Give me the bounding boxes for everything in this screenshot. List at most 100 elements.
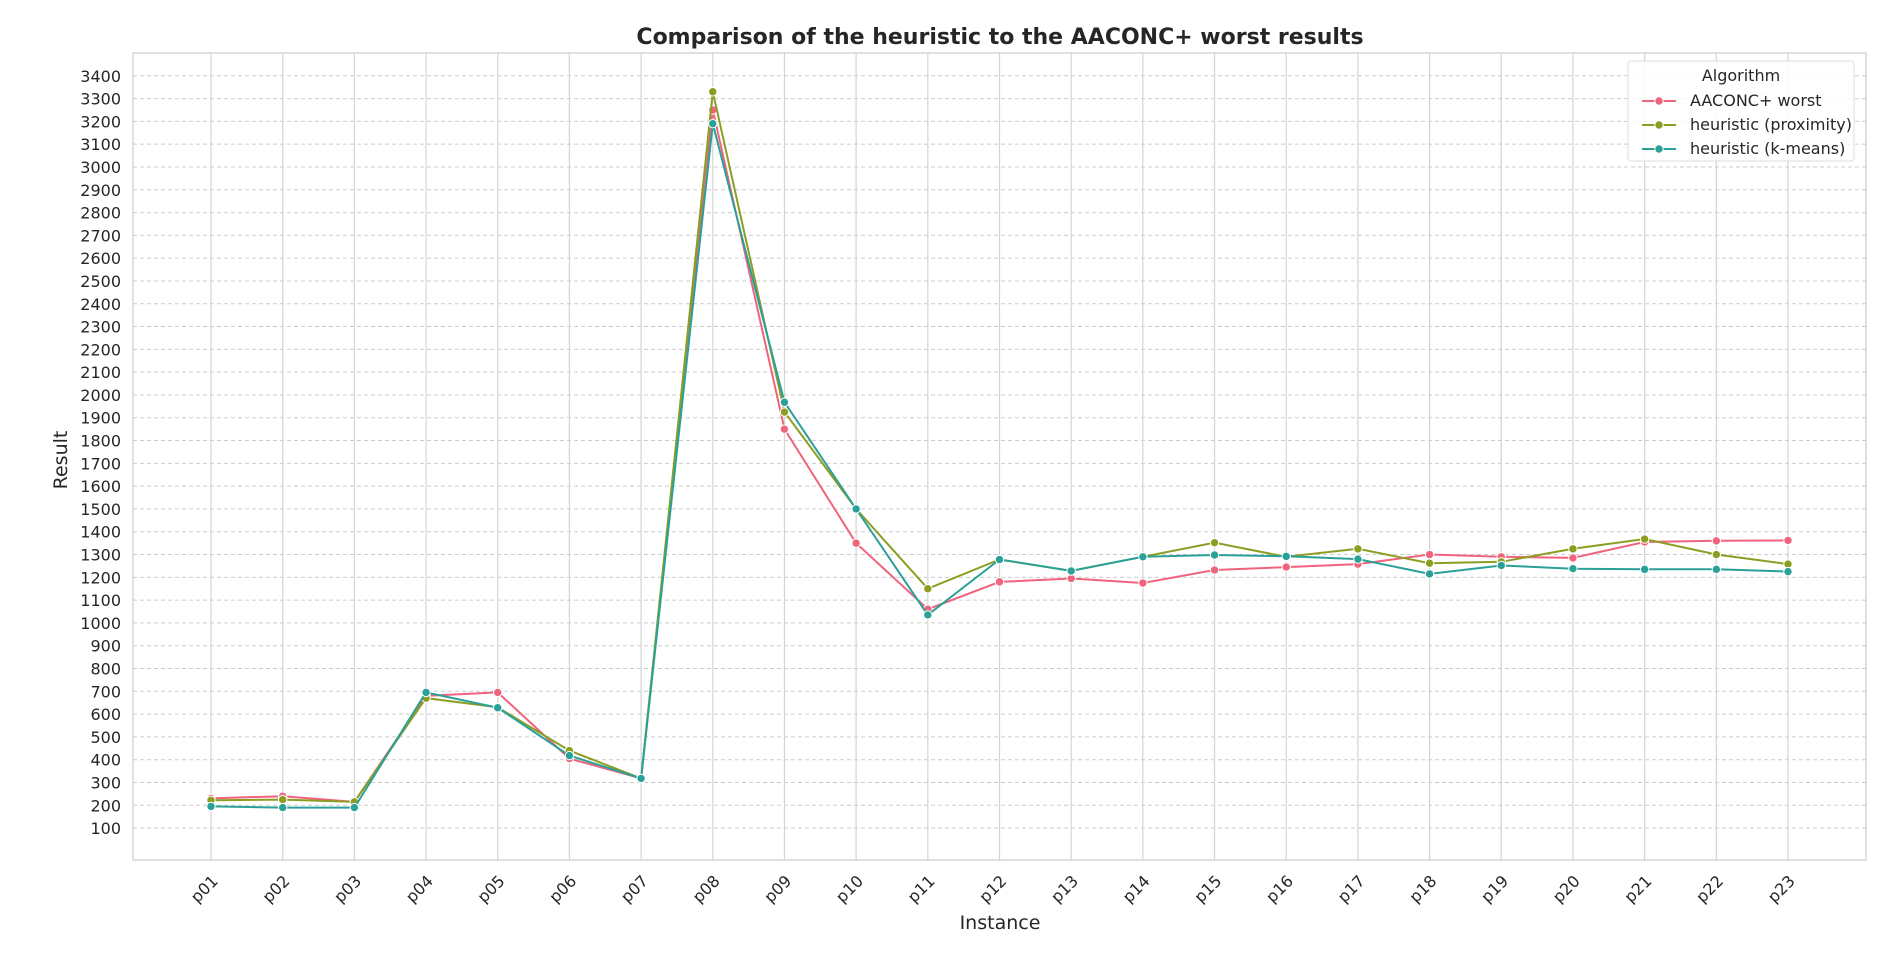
y-tick-label: 1200 [80,568,121,587]
y-tick-label: 1500 [80,500,121,519]
plot-frame [132,52,1867,861]
data-point [349,802,360,813]
y-tick-label: 2000 [80,386,121,405]
y-tick-label: 1900 [80,409,121,428]
data-point [779,424,790,434]
y-tick-label: 3000 [80,158,121,177]
data-point [493,703,503,713]
x-tick-label: p06 [545,871,580,906]
data-point [779,407,790,417]
x-tick-label: p03 [330,871,365,906]
y-tick-label: 2600 [80,249,121,268]
data-point [1209,550,1220,560]
data-point [1711,536,1722,546]
legend: Algorithm AACONC+ worst heuristic (proxim… [1627,60,1855,162]
data-point [1424,549,1435,560]
legend-box [1627,60,1855,162]
y-tick-label: 2700 [80,226,121,245]
data-point [1066,566,1076,576]
x-tick-label: p18 [1405,871,1440,906]
y-tick-label: 1100 [80,591,121,610]
legend-item: AACONC+ worst [1642,91,1822,110]
legend-items: AACONC+ worst heuristic (proximity) heuris… [1642,91,1852,158]
x-tick-label: p16 [1262,871,1297,906]
y-tick-label: 500 [90,728,121,747]
x-tick-label: p07 [617,871,652,906]
y-tick-label: 700 [90,682,121,701]
x-tick-label: p02 [258,871,293,906]
y-tick-label: 1000 [80,614,121,633]
series [206,87,1793,813]
data-point [1639,534,1650,544]
data-point [1711,549,1722,560]
y-tick-label: 900 [90,637,121,656]
y-tick-label: 2300 [80,318,121,337]
x-tick-label: p09 [760,871,795,906]
data-point [277,794,288,805]
x-tick-label: p19 [1477,871,1512,906]
data-point [1496,560,1506,571]
x-tick-label: p08 [689,871,724,906]
legend-label: AACONC+ worst [1690,91,1822,110]
x-tick-label: p10 [832,871,867,906]
data-point [1353,554,1363,564]
y-tick-label: 2900 [80,181,121,200]
x-axis-ticks: p01 p02 p03 p04 p05 p06 p07 p08 p09 p10 p11 p12 p13 p… [187,871,1799,906]
data-point [1138,552,1148,562]
legend-label: heuristic (proximity) [1690,115,1852,134]
legend-swatch-marker [1654,120,1664,130]
y-tick-label: 1800 [80,432,121,451]
data-point [708,87,718,97]
x-tick-label: p04 [402,871,437,906]
data-point [1353,544,1363,554]
x-tick-label: p21 [1620,871,1655,906]
legend-swatch-marker [1654,144,1664,154]
y-tick-label: 3100 [80,135,121,154]
y-tick-label: 1400 [80,523,121,542]
data-point [421,687,431,698]
y-tick-label: 1700 [80,454,121,473]
y-tick-label: 2400 [80,295,121,314]
y-tick-label: 200 [90,796,121,815]
y-tick-label: 300 [90,773,121,792]
y-tick-label: 100 [90,819,121,838]
x-tick-label: p05 [474,871,509,906]
data-point [1568,563,1578,574]
y-tick-label: 800 [90,660,121,679]
y-tick-label: 1300 [80,546,121,565]
data-point [1209,565,1220,575]
y-tick-label: 1600 [80,477,121,496]
data-point [493,687,503,698]
y-tick-label: 3300 [80,90,121,109]
data-point [779,397,790,407]
data-point [206,801,216,812]
legend-label: heuristic (k-means) [1690,139,1845,158]
legend-item: heuristic (proximity) [1642,115,1852,134]
data-point [1711,564,1722,575]
x-tick-label: p12 [975,871,1010,906]
data-point [923,584,933,594]
data-point [1639,564,1650,575]
x-tick-label: p17 [1334,871,1369,906]
data-point [1424,558,1435,568]
x-tick-label: p20 [1549,871,1584,906]
data-point [851,538,861,548]
x-tick-label: p13 [1047,871,1082,906]
y-tick-label: 2200 [80,340,121,359]
data-point [1209,537,1220,548]
data-point [994,554,1005,565]
data-point [923,610,933,620]
data-point [564,750,575,761]
data-point [1783,566,1793,577]
legend-title: Algorithm [1702,66,1780,85]
data-point [1281,551,1291,562]
grid [133,53,1866,860]
y-tick-label: 2800 [80,204,121,223]
y-tick-label: 600 [90,705,121,724]
y-tick-label: 2100 [80,363,121,382]
chart-title: Comparison of the heuristic to the AACON… [636,25,1363,50]
x-tick-label: p23 [1764,871,1799,906]
y-tick-label: 400 [90,751,121,770]
x-tick-label: p15 [1190,871,1225,906]
data-point [994,577,1005,587]
